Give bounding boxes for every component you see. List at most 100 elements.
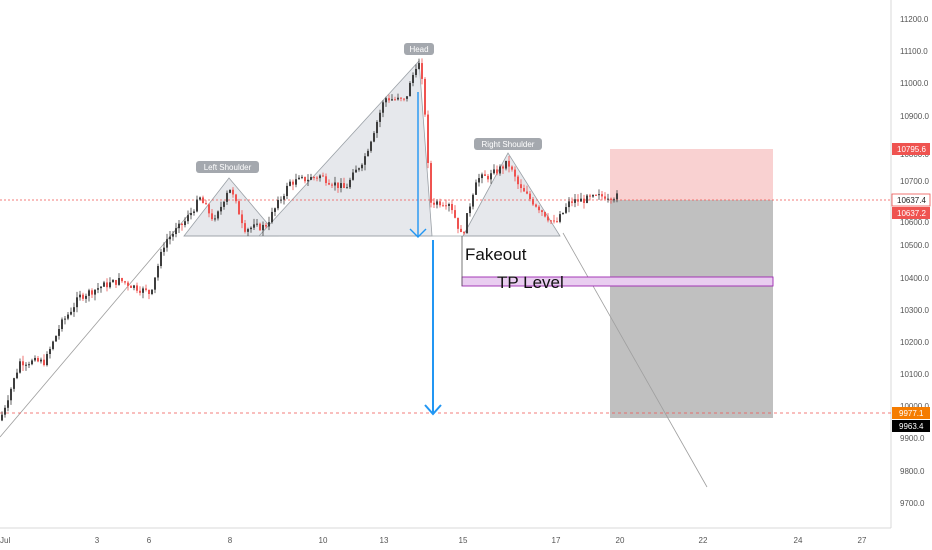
candle-body [601, 194, 603, 197]
candle-body [274, 208, 276, 212]
candle-body [229, 189, 231, 193]
price-tick: 11100.0 [900, 47, 928, 56]
candle-body [217, 211, 219, 219]
price-tick: 11000.0 [900, 79, 929, 88]
candle-body [181, 223, 183, 226]
time-tick: 24 [794, 536, 803, 545]
candle-body [490, 173, 492, 180]
candle-body [169, 236, 171, 240]
candle-body [400, 97, 402, 99]
candle-body [163, 247, 165, 252]
svg-text:Head: Head [409, 45, 428, 54]
candle-body [337, 182, 339, 188]
candle-body [367, 150, 369, 157]
candle-body [439, 201, 441, 206]
candle-body [577, 199, 579, 202]
last-price-badge: 10637.2 [892, 207, 930, 219]
candle-body [115, 279, 117, 285]
candle-body [355, 169, 357, 173]
rising-trendline[interactable] [0, 212, 191, 438]
candle-body [208, 204, 210, 214]
candle-body [202, 197, 204, 204]
candle-body [295, 179, 297, 185]
candle-body [418, 63, 420, 69]
candle-body [532, 199, 534, 205]
candle-body [175, 228, 177, 235]
candle-body [73, 307, 75, 312]
candle-body [256, 223, 258, 225]
candle-body [571, 201, 573, 203]
candle-body [304, 176, 306, 182]
candle-body [340, 183, 342, 188]
candle-body [451, 204, 453, 211]
falling-trendline[interactable] [562, 232, 708, 488]
candle-body [433, 202, 435, 205]
time-tick: 10 [319, 536, 328, 545]
target-zone[interactable] [610, 200, 773, 418]
time-axis[interactable]: Jul 3 6 8 10 13 15 17 20 22 24 27 [0, 536, 867, 545]
candle-body [10, 388, 12, 401]
candle-body [109, 282, 111, 288]
candle-body [151, 289, 153, 294]
time-tick: 15 [459, 536, 468, 545]
candle-body [376, 121, 378, 134]
candle-body [148, 289, 150, 294]
candle-body [358, 168, 360, 170]
candle-body [190, 212, 192, 216]
candle-body [88, 290, 90, 296]
candle-body [58, 329, 60, 336]
price-tick: 10400.0 [900, 274, 929, 283]
candle-body [40, 359, 42, 362]
candle-body [280, 199, 282, 201]
candle-body [568, 201, 570, 208]
candle-body [199, 197, 201, 200]
tp-level-label: TP Level [497, 273, 564, 292]
time-tick: 6 [147, 536, 152, 545]
candle-body [247, 229, 249, 232]
candle-body [556, 221, 558, 223]
candle-body [322, 175, 324, 177]
candle-body [589, 195, 591, 197]
stop-loss-badge: 10795.6 [892, 143, 930, 155]
candle-body [454, 210, 456, 218]
price-tick: 9900.0 [900, 434, 925, 443]
candle-body [232, 189, 234, 195]
candle-body [412, 74, 414, 83]
candle-body [544, 212, 546, 217]
candle-body [307, 179, 309, 182]
candle-body [1, 414, 3, 421]
pattern-shapes[interactable] [183, 60, 561, 237]
candle-body [445, 205, 447, 207]
candle-body [616, 193, 618, 200]
candle-body [403, 98, 405, 100]
time-tick: 27 [858, 536, 867, 545]
candles [1, 58, 618, 422]
candle-body [130, 285, 132, 288]
svg-text:Left Shoulder: Left Shoulder [204, 163, 252, 172]
candle-body [112, 279, 114, 283]
candle-body [97, 288, 99, 290]
candle-body [301, 176, 303, 178]
stop-loss-zone[interactable] [610, 149, 773, 200]
candle-body [157, 265, 159, 278]
candle-body [541, 210, 543, 213]
candle-body [385, 98, 387, 103]
target-price-badge: 9977.1 [892, 407, 930, 419]
price-tick: 10900.0 [900, 112, 929, 121]
candle-body [517, 176, 519, 185]
candle-body [310, 177, 312, 180]
price-axis[interactable]: 11200.0 11100.0 11000.0 10900.0 10800.0 … [900, 15, 929, 508]
candle-body [283, 196, 285, 200]
time-tick: 20 [616, 536, 625, 545]
candle-body [613, 199, 615, 201]
candle-body [298, 177, 300, 180]
candle-body [142, 288, 144, 293]
candle-body [136, 285, 138, 291]
candle-body [178, 223, 180, 229]
price-tick: 10300.0 [900, 306, 929, 315]
candle-body [241, 214, 243, 224]
candle-body [127, 282, 129, 286]
candle-body [550, 220, 552, 222]
candle-body [55, 335, 57, 342]
